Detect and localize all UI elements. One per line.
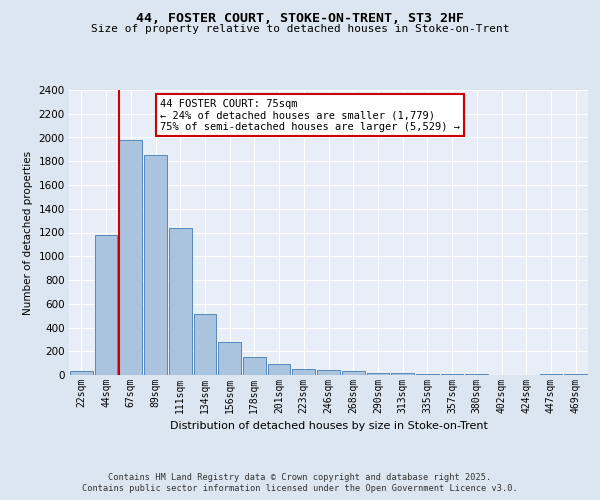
Text: Contains HM Land Registry data © Crown copyright and database right 2025.: Contains HM Land Registry data © Crown c… xyxy=(109,472,491,482)
Text: Size of property relative to detached houses in Stoke-on-Trent: Size of property relative to detached ho… xyxy=(91,24,509,34)
Text: 44 FOSTER COURT: 75sqm
← 24% of detached houses are smaller (1,779)
75% of semi-: 44 FOSTER COURT: 75sqm ← 24% of detached… xyxy=(160,98,460,132)
Bar xyxy=(95,236,118,375)
X-axis label: Distribution of detached houses by size in Stoke-on-Trent: Distribution of detached houses by size … xyxy=(170,422,487,432)
Bar xyxy=(416,374,439,375)
Bar xyxy=(466,374,488,375)
Bar xyxy=(441,374,463,375)
Bar xyxy=(70,372,93,375)
Bar xyxy=(243,356,266,375)
Bar xyxy=(218,342,241,375)
Bar xyxy=(317,370,340,375)
Text: Contains public sector information licensed under the Open Government Licence v3: Contains public sector information licen… xyxy=(82,484,518,493)
Bar xyxy=(564,374,587,375)
Bar xyxy=(292,369,315,375)
Bar xyxy=(342,372,365,375)
Bar xyxy=(144,156,167,375)
Bar xyxy=(119,140,142,375)
Bar xyxy=(169,228,191,375)
Text: 44, FOSTER COURT, STOKE-ON-TRENT, ST3 2HF: 44, FOSTER COURT, STOKE-ON-TRENT, ST3 2H… xyxy=(136,12,464,26)
Bar xyxy=(367,372,389,375)
Bar xyxy=(391,373,414,375)
Y-axis label: Number of detached properties: Number of detached properties xyxy=(23,150,33,314)
Bar xyxy=(268,364,290,375)
Bar xyxy=(194,314,216,375)
Bar xyxy=(539,374,562,375)
